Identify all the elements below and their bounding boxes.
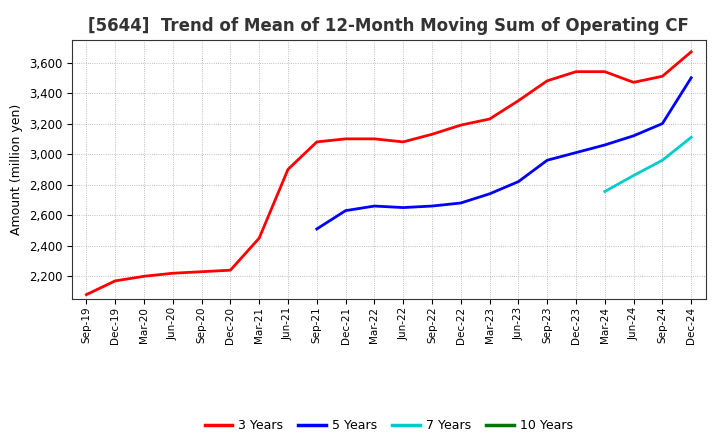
3 Years [284,167,292,172]
5 Years [485,191,494,197]
5 Years [428,203,436,209]
3 Years [197,269,206,275]
3 Years [456,122,465,128]
3 Years [140,274,148,279]
3 Years [514,98,523,103]
5 Years [399,205,408,210]
5 Years [514,179,523,184]
3 Years [485,116,494,121]
Y-axis label: Amount (million yen): Amount (million yen) [10,104,23,235]
Line: 3 Years: 3 Years [86,52,691,295]
7 Years [658,158,667,163]
3 Years [600,69,609,74]
5 Years [658,121,667,126]
3 Years [111,278,120,283]
3 Years [226,268,235,273]
7 Years [629,173,638,178]
5 Years [572,150,580,155]
Title: [5644]  Trend of Mean of 12-Month Moving Sum of Operating CF: [5644] Trend of Mean of 12-Month Moving … [89,17,689,35]
Line: 7 Years: 7 Years [605,137,691,191]
3 Years [629,80,638,85]
5 Years [600,142,609,147]
5 Years [543,158,552,163]
Line: 5 Years: 5 Years [317,78,691,229]
3 Years [399,139,408,145]
Legend: 3 Years, 5 Years, 7 Years, 10 Years: 3 Years, 5 Years, 7 Years, 10 Years [199,414,578,437]
3 Years [255,235,264,241]
3 Years [687,49,696,55]
5 Years [456,200,465,205]
5 Years [687,75,696,81]
5 Years [629,133,638,139]
3 Years [370,136,379,142]
3 Years [312,139,321,145]
3 Years [543,78,552,84]
5 Years [312,226,321,231]
7 Years [600,189,609,194]
3 Years [341,136,350,142]
3 Years [168,271,177,276]
3 Years [428,132,436,137]
7 Years [687,135,696,140]
3 Years [572,69,580,74]
5 Years [370,203,379,209]
5 Years [341,208,350,213]
3 Years [82,292,91,297]
3 Years [658,73,667,79]
